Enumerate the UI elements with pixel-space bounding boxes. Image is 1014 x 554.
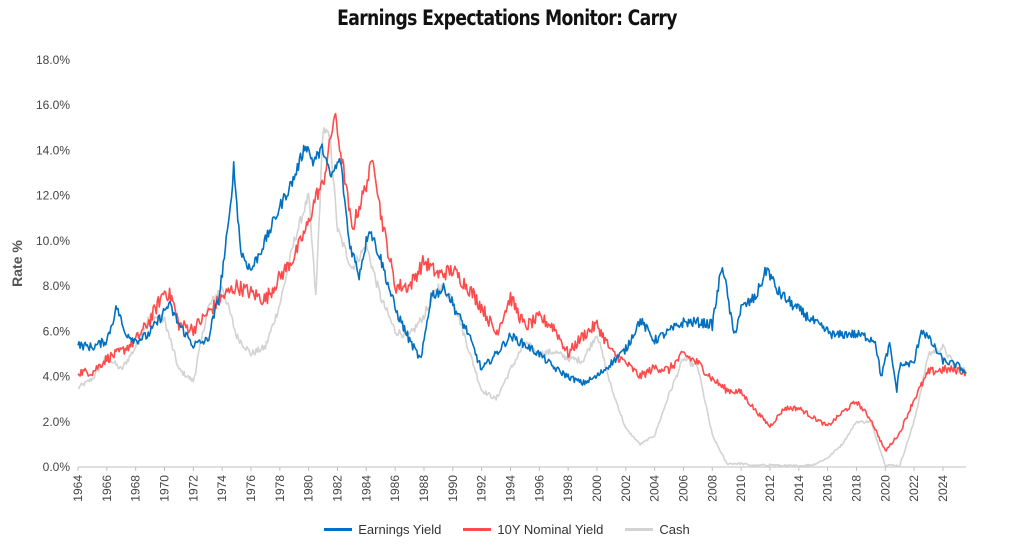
y-tick-label: 18.0% bbox=[36, 53, 70, 67]
x-tick-label: 2014 bbox=[792, 475, 806, 502]
x-tick-label: 2016 bbox=[821, 475, 835, 502]
x-tick-label: 2000 bbox=[590, 475, 604, 502]
legend: Earnings Yield 10Y Nominal Yield Cash bbox=[0, 522, 1014, 537]
x-tick-label: 1996 bbox=[532, 475, 546, 502]
x-tick-label: 1998 bbox=[561, 475, 575, 502]
x-tick-label: 1964 bbox=[71, 475, 85, 502]
legend-label: 10Y Nominal Yield bbox=[497, 522, 604, 537]
x-tick-label: 1988 bbox=[417, 475, 431, 502]
x-tick-label: 2012 bbox=[763, 475, 777, 502]
x-tick-label: 2024 bbox=[936, 475, 950, 502]
chart-title: Earnings Expectations Monitor: Carry bbox=[337, 6, 677, 30]
x-tick-label: 1992 bbox=[475, 475, 489, 502]
y-tick-label: 14.0% bbox=[36, 143, 70, 157]
y-tick-label: 16.0% bbox=[36, 98, 70, 112]
y-tick-label: 12.0% bbox=[36, 189, 70, 203]
legend-swatch bbox=[463, 528, 492, 531]
legend-cash: Cash bbox=[625, 522, 690, 537]
y-tick-label: 8.0% bbox=[43, 279, 71, 293]
x-tick-label: 2010 bbox=[734, 475, 748, 502]
x-tick-label: 1982 bbox=[330, 475, 344, 502]
x-tick-label: 2008 bbox=[705, 475, 719, 502]
x-tick-label: 1972 bbox=[186, 475, 200, 502]
legend-label: Cash bbox=[659, 522, 690, 537]
x-tick-label: 1976 bbox=[244, 475, 258, 502]
10y-nominal-yield-line bbox=[77, 112, 967, 452]
legend-10y-nominal-yield: 10Y Nominal Yield bbox=[463, 522, 603, 537]
y-tick-label: 6.0% bbox=[43, 324, 71, 338]
x-tick-label: 1966 bbox=[100, 475, 114, 502]
x-tick-label: 2004 bbox=[648, 475, 662, 502]
y-tick-label: 0.0% bbox=[43, 460, 71, 474]
x-tick-label: 1978 bbox=[273, 475, 287, 502]
x-tick-label: 1968 bbox=[129, 475, 143, 502]
y-tick-label: 2.0% bbox=[43, 415, 71, 429]
x-tick-label: 2002 bbox=[619, 475, 633, 502]
legend-swatch bbox=[324, 528, 353, 531]
x-tick-label: 1984 bbox=[359, 475, 373, 502]
x-tick-label: 1970 bbox=[157, 475, 171, 502]
y-axis-label: Rate % bbox=[9, 240, 25, 287]
x-tick-label: 1990 bbox=[446, 475, 460, 502]
x-tick-label: 1994 bbox=[503, 475, 517, 502]
legend-label: Earnings Yield bbox=[358, 522, 442, 537]
y-tick-label: 10.0% bbox=[36, 234, 70, 248]
x-tick-label: 1974 bbox=[215, 475, 229, 502]
x-tick-label: 2018 bbox=[849, 475, 863, 502]
legend-earnings-yield: Earnings Yield bbox=[324, 522, 441, 537]
x-tick-label: 2022 bbox=[907, 475, 921, 502]
legend-swatch bbox=[625, 528, 654, 531]
y-tick-label: 4.0% bbox=[43, 370, 71, 384]
x-tick-label: 2006 bbox=[676, 475, 690, 502]
x-tick-label: 1986 bbox=[388, 475, 402, 502]
earnings-yield-line bbox=[77, 143, 967, 393]
cash-line bbox=[77, 127, 967, 468]
x-tick-label: 2020 bbox=[878, 475, 892, 502]
x-tick-label: 1980 bbox=[302, 475, 316, 502]
